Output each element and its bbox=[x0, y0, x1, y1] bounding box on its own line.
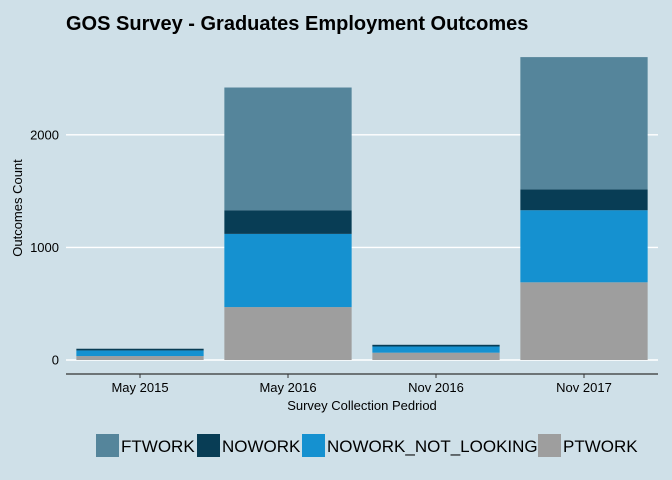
legend-key-ftwork bbox=[96, 434, 119, 457]
x-tick-label: Nov 2016 bbox=[408, 380, 464, 395]
x-tick-label: May 2016 bbox=[259, 380, 316, 395]
legend: FTWORK NOWORK NOWORK_NOT_LOOKING PTWORK bbox=[96, 434, 638, 457]
legend-key-nowork-not-looking bbox=[302, 434, 325, 457]
y-tick-labels: 0 1000 2000 bbox=[30, 127, 59, 367]
y-tick-label: 0 bbox=[52, 353, 59, 368]
bar-ptwork bbox=[372, 352, 500, 360]
bar-ptwork bbox=[76, 356, 204, 360]
bar-ptwork bbox=[520, 282, 648, 360]
bar-ftwork bbox=[224, 87, 352, 211]
bar-nowork bbox=[76, 348, 204, 351]
legend-key-nowork bbox=[197, 434, 220, 457]
bar-nowork-not-looking bbox=[520, 210, 648, 283]
legend-label: PTWORK bbox=[563, 437, 638, 456]
legend-label: NOWORK_NOT_LOOKING bbox=[327, 437, 538, 456]
bars bbox=[76, 57, 648, 360]
x-tick-label: Nov 2017 bbox=[556, 380, 612, 395]
chart-title: GOS Survey - Graduates Employment Outcom… bbox=[66, 13, 528, 35]
bar-ptwork bbox=[224, 307, 352, 360]
legend-key-ptwork bbox=[538, 434, 561, 457]
legend-label: NOWORK bbox=[222, 437, 301, 456]
legend-label: FTWORK bbox=[121, 437, 195, 456]
bar-nowork bbox=[224, 210, 352, 234]
x-tick-label: May 2015 bbox=[111, 380, 168, 395]
bar-nowork-not-looking bbox=[372, 346, 500, 353]
y-axis-label: Outcomes Count bbox=[10, 159, 25, 257]
x-tick-labels: May 2015 May 2016 Nov 2016 Nov 2017 bbox=[111, 374, 612, 395]
y-tick-label: 1000 bbox=[30, 240, 59, 255]
y-tick-label: 2000 bbox=[30, 127, 59, 142]
bar-nowork-not-looking bbox=[224, 233, 352, 308]
bar-nowork bbox=[520, 189, 648, 211]
bar-nowork-not-looking bbox=[76, 350, 204, 357]
bar-nowork bbox=[372, 344, 500, 347]
bar-ftwork bbox=[520, 57, 648, 190]
x-axis-label: Survey Collection Pedriod bbox=[287, 398, 437, 413]
